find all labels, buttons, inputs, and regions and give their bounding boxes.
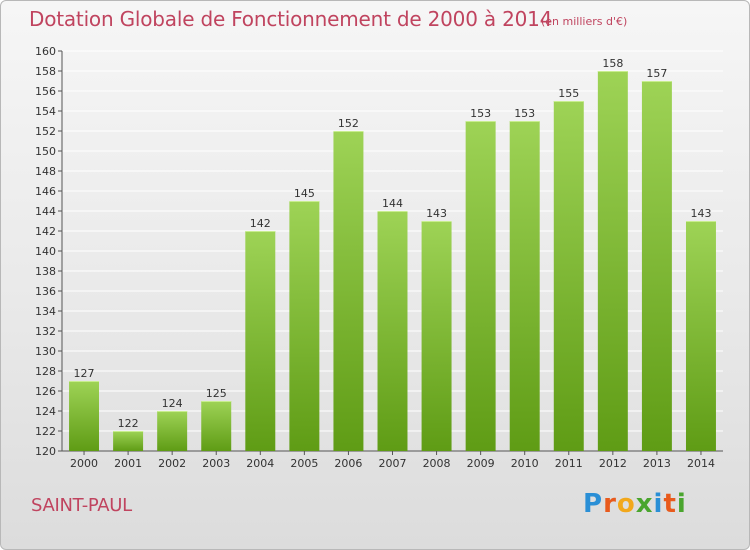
bar-2003: [201, 401, 232, 451]
y-tick-label: 156: [35, 85, 56, 98]
bar-2004: [245, 231, 276, 451]
bar-2000: [69, 381, 100, 451]
logo-letter: t: [663, 489, 677, 519]
y-tick-label: 130: [35, 345, 56, 358]
data-label-2012: 158: [602, 57, 623, 70]
data-label-2003: 125: [206, 387, 227, 400]
bar-2007: [377, 211, 408, 451]
bars: [69, 71, 716, 451]
data-label-2011: 155: [558, 87, 579, 100]
y-tick-label: 136: [35, 285, 56, 298]
x-tick-label-2005: 2005: [290, 457, 318, 470]
y-tick-label: 152: [35, 125, 56, 138]
y-tick-label: 128: [35, 365, 56, 378]
bar-2010: [509, 121, 540, 451]
proxiti-logo: Proxiti: [583, 489, 687, 519]
y-tick-label: 144: [35, 205, 56, 218]
data-label-2000: 127: [74, 367, 95, 380]
x-tick-label-2001: 2001: [114, 457, 142, 470]
x-tick-label-2003: 2003: [202, 457, 230, 470]
logo-letter: o: [616, 489, 636, 519]
data-label-2013: 157: [646, 67, 667, 80]
labels: 120 122 124 126 128 130 132 134 136 138 140 142 144 1…: [35, 45, 715, 470]
data-label-2014: 143: [690, 207, 711, 220]
bar-2008: [421, 221, 452, 451]
y-tick-label: 132: [35, 325, 56, 338]
unit-note: (en milliers d'€): [541, 15, 628, 28]
x-tick-label-2008: 2008: [423, 457, 451, 470]
x-tick-label-2010: 2010: [511, 457, 539, 470]
x-tick-label-2011: 2011: [555, 457, 583, 470]
y-tick-label: 138: [35, 265, 56, 278]
y-tick-label: 160: [35, 45, 56, 58]
y-tick-label: 122: [35, 425, 56, 438]
data-label-2010: 153: [514, 107, 535, 120]
bar-2006: [333, 131, 364, 451]
y-tick-label: 158: [35, 65, 56, 78]
y-tick-label: 140: [35, 245, 56, 258]
x-tick-label-2009: 2009: [467, 457, 495, 470]
x-tick-label-2013: 2013: [643, 457, 671, 470]
bar-2014: [685, 221, 716, 451]
x-tick-label-2000: 2000: [70, 457, 98, 470]
bar-2009: [465, 121, 496, 451]
y-tick-label: 146: [35, 185, 56, 198]
logo-letter: P: [583, 489, 604, 519]
data-label-2002: 124: [162, 397, 183, 410]
bar-2013: [641, 81, 672, 451]
y-tick-label: 126: [35, 385, 56, 398]
y-tick-label: 120: [35, 445, 56, 458]
x-tick-label-2007: 2007: [379, 457, 407, 470]
chart-title: Dotation Globale de Fonctionnement de 20…: [29, 7, 553, 31]
x-tick-label-2004: 2004: [246, 457, 274, 470]
x-tick-label-2006: 2006: [334, 457, 362, 470]
commune-name: SAINT-PAUL: [31, 495, 132, 516]
data-label-2007: 144: [382, 197, 403, 210]
y-tick-label: 148: [35, 165, 56, 178]
bar-2002: [157, 411, 188, 451]
logo-letter: r: [603, 489, 617, 519]
data-label-2005: 145: [294, 187, 315, 200]
logo-letter: i: [653, 489, 664, 519]
x-tick-label-2014: 2014: [687, 457, 715, 470]
y-tick-label: 150: [35, 145, 56, 158]
logo-letter: x: [635, 489, 654, 519]
data-label-2004: 142: [250, 217, 271, 230]
y-tick-label: 154: [35, 105, 56, 118]
data-label-2009: 153: [470, 107, 491, 120]
y-tick-label: 124: [35, 405, 56, 418]
bar-2001: [113, 431, 144, 451]
data-label-2006: 152: [338, 117, 359, 130]
data-label-2008: 143: [426, 207, 447, 220]
bar-2011: [553, 101, 584, 451]
bar-2005: [289, 201, 320, 451]
x-tick-label-2012: 2012: [599, 457, 627, 470]
logo-letter: i: [676, 489, 687, 519]
y-tick-label: 134: [35, 305, 56, 318]
x-tick-label-2002: 2002: [158, 457, 186, 470]
y-tick-label: 142: [35, 225, 56, 238]
data-label-2001: 122: [118, 417, 139, 430]
bar-2012: [597, 71, 628, 451]
